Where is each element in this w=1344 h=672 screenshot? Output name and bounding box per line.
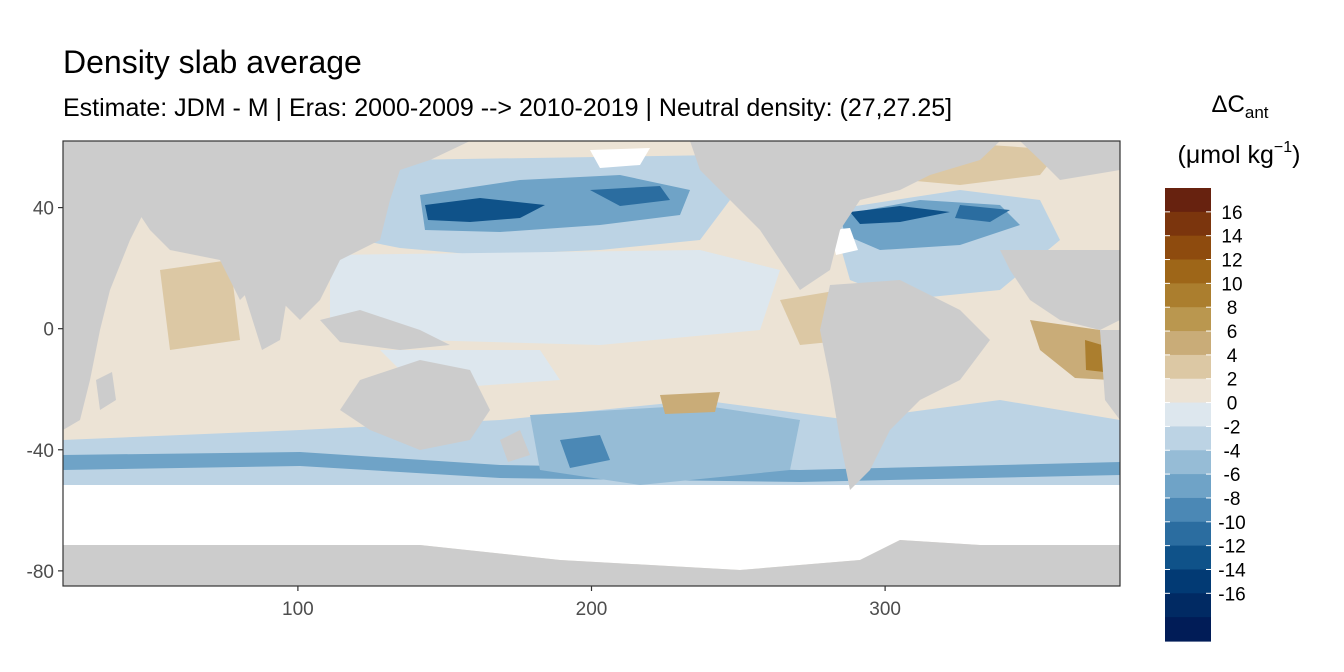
legend-bin-label: -6 (1224, 465, 1241, 486)
land-north-america (690, 141, 1000, 290)
legend-color-swatch (1165, 426, 1211, 451)
legend-color-swatch (1165, 307, 1211, 332)
legend-color-swatch (1165, 450, 1211, 475)
legend-color-swatch (1165, 497, 1211, 523)
legend-bin-label: 6 (1227, 322, 1238, 343)
east-atlantic-strong (1085, 340, 1104, 372)
land-australia (340, 360, 490, 450)
legend-color-swatch (1165, 283, 1211, 308)
legend-color-swatch (1165, 402, 1211, 428)
legend-units: (μmol kg−1) (1178, 139, 1301, 169)
legend-bin-label: -8 (1224, 489, 1241, 510)
legend-color-swatch (1165, 569, 1211, 594)
legend-bin-label: -16 (1218, 584, 1245, 605)
legend-units-base: (μmol kg (1178, 141, 1274, 169)
y-tick-label: 40 (33, 199, 54, 220)
x-tick-label: 100 (282, 599, 314, 620)
legend-color-swatch (1165, 235, 1211, 261)
land-antarctica (63, 540, 1120, 586)
y-tick-label: -40 (27, 441, 54, 462)
legend-bin-label: 14 (1221, 227, 1243, 248)
land-africa-south (1100, 330, 1120, 420)
north-atlantic-strong (850, 206, 950, 224)
north-pacific-strong (425, 198, 545, 222)
antarctic-white-band (63, 485, 1120, 570)
land-new-zealand (500, 430, 530, 462)
legend-color-swatch (1165, 211, 1211, 237)
land-indonesia (320, 310, 450, 350)
land-africa-west (63, 141, 150, 430)
legend-color-swatch (1165, 259, 1211, 284)
legend-bin-label: -14 (1218, 560, 1246, 581)
legend-color-swatch (1165, 354, 1211, 380)
south-pacific-positive (660, 392, 720, 414)
land-madagascar (96, 372, 116, 410)
legend-color-swatch (1165, 188, 1211, 213)
legend-bin-label: -4 (1224, 441, 1241, 462)
north-pacific-strong-2 (590, 186, 670, 206)
north-atlantic-strong-2 (955, 205, 1010, 222)
land-south-america (820, 280, 990, 490)
legend-bin-label: 0 (1227, 394, 1238, 415)
south-pacific-core (560, 435, 610, 468)
legend-bin-label: 4 (1227, 346, 1238, 367)
land-greenland (1020, 141, 1120, 180)
legend-title-subscript: ant (1245, 103, 1269, 122)
legend-color-swatch (1165, 617, 1211, 642)
legend-bin-label: -10 (1218, 513, 1245, 534)
x-tick-label: 200 (576, 599, 608, 620)
legend-bin-label: 12 (1221, 251, 1242, 272)
legend-color-swatch (1165, 331, 1211, 356)
legend-units-close: ) (1292, 141, 1300, 169)
legend-units-superscript: −1 (1274, 139, 1292, 156)
land-eurasia (63, 141, 470, 320)
legend-color-swatch (1165, 593, 1211, 618)
indian-ocean-positive (160, 260, 240, 350)
legend-bin-label: 2 (1227, 370, 1238, 391)
y-tick-label: -80 (27, 562, 54, 583)
legend-color-swatch (1165, 378, 1211, 404)
legend-bin-label: 10 (1221, 274, 1242, 295)
chart-subtitle: Estimate: JDM - M | Eras: 2000-2009 --> … (63, 94, 953, 122)
legend-title: ΔCant (1211, 91, 1268, 122)
legend-color-swatch (1165, 521, 1211, 547)
y-tick-label: 0 (43, 320, 54, 341)
legend-color-swatch (1165, 545, 1211, 571)
land-india (240, 280, 290, 350)
legend-bin-label: 8 (1227, 298, 1238, 319)
chart-title: Density slab average (63, 44, 362, 80)
x-tick-label: 300 (869, 599, 901, 620)
south-pacific-blob (530, 405, 800, 485)
legend-color-swatch (1165, 474, 1211, 499)
land-africa (1000, 250, 1120, 330)
map-layer (63, 141, 1120, 586)
equatorial-pacific-band (330, 250, 780, 345)
legend-bin-label: -12 (1218, 537, 1245, 558)
legend-bin-label: -2 (1224, 417, 1241, 438)
legend-bin-label: 16 (1221, 203, 1242, 224)
legend-title-main: ΔC (1211, 91, 1244, 118)
north-pacific-white (590, 148, 650, 168)
